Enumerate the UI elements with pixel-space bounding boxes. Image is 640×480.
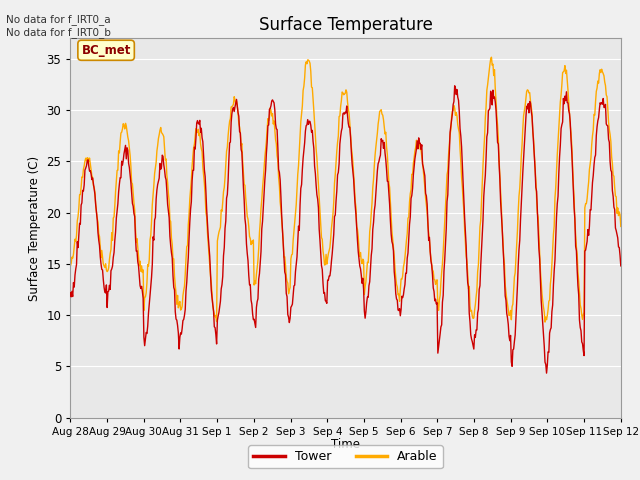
Title: Surface Temperature: Surface Temperature [259,16,433,34]
Legend: Tower, Arable: Tower, Arable [248,445,443,468]
Text: BC_met: BC_met [81,44,131,57]
Y-axis label: Surface Temperature (C): Surface Temperature (C) [28,156,41,300]
Text: No data for f_IRT0_a
No data for f_IRT0_b: No data for f_IRT0_a No data for f_IRT0_… [6,14,111,38]
X-axis label: Time: Time [331,438,360,451]
